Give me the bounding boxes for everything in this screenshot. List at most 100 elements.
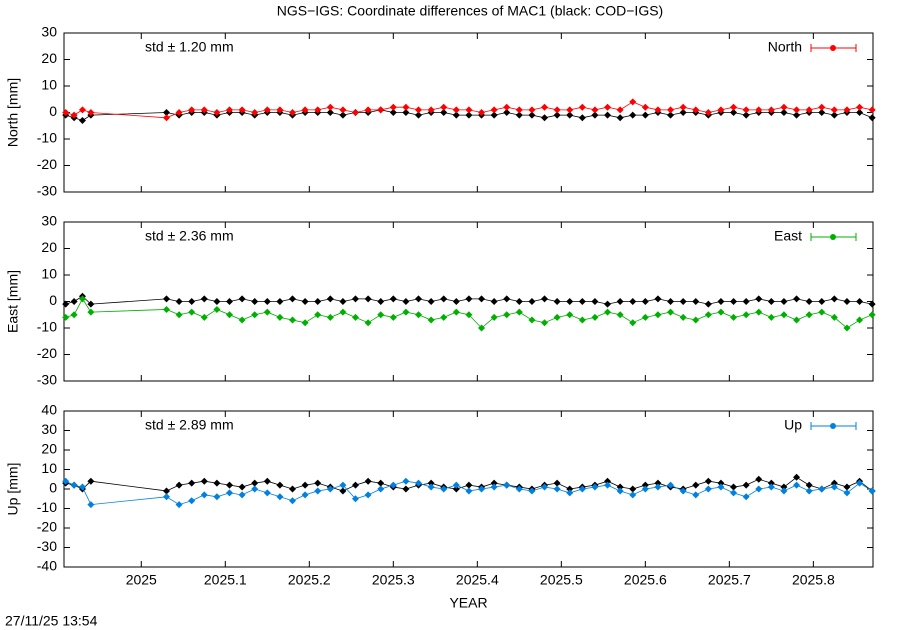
point — [188, 308, 196, 316]
y-tick-label: -20 — [37, 345, 57, 361]
point — [604, 308, 612, 316]
point — [427, 483, 435, 491]
point — [553, 106, 561, 114]
point — [200, 313, 208, 321]
point — [389, 481, 397, 489]
point — [162, 109, 170, 116]
y-tick-label: 30 — [41, 24, 57, 40]
point — [654, 295, 662, 303]
point — [200, 477, 208, 485]
y-tick-label: -20 — [37, 519, 57, 535]
point — [87, 109, 95, 116]
point — [188, 106, 196, 114]
point — [641, 103, 649, 111]
point — [263, 477, 271, 485]
point — [578, 298, 586, 305]
point — [515, 111, 523, 119]
y-tick-label: -10 — [37, 319, 57, 335]
y-tick-label: 0 — [49, 480, 57, 496]
point — [780, 298, 788, 305]
x-tick-label: 2025.1 — [204, 572, 247, 588]
point — [830, 479, 838, 487]
point — [717, 106, 725, 114]
point — [704, 477, 712, 485]
y-tick-label: -40 — [37, 558, 57, 574]
point — [767, 479, 775, 487]
point — [616, 483, 624, 491]
point — [767, 483, 775, 491]
point — [314, 487, 322, 495]
point — [528, 316, 536, 324]
point — [780, 103, 788, 111]
point — [503, 295, 511, 303]
point — [402, 485, 410, 493]
x-tick-label: 2025.5 — [540, 572, 583, 588]
point — [591, 106, 599, 114]
point — [629, 298, 637, 305]
point — [503, 109, 511, 116]
point — [604, 103, 612, 111]
point — [692, 316, 700, 324]
point — [490, 313, 498, 321]
point — [213, 493, 221, 501]
point — [78, 106, 86, 114]
point — [478, 295, 486, 303]
x-tick-label: 2025.3 — [372, 572, 415, 588]
point — [717, 298, 725, 305]
point — [251, 311, 259, 319]
std-annotation: std ± 2.89 mm — [145, 417, 234, 433]
point — [843, 106, 851, 114]
point — [856, 103, 864, 111]
point — [276, 481, 284, 489]
point — [730, 313, 738, 321]
point — [843, 298, 851, 305]
point — [389, 109, 397, 116]
point — [793, 111, 801, 119]
point — [314, 106, 322, 114]
point — [238, 483, 246, 491]
point — [427, 316, 435, 324]
y-tick-label: 30 — [41, 421, 57, 437]
point — [704, 485, 712, 493]
y-axis-label: North [mm] — [5, 78, 21, 147]
std-annotation: std ± 2.36 mm — [145, 228, 234, 244]
point — [704, 300, 712, 308]
point — [830, 295, 838, 303]
point — [616, 311, 624, 319]
point — [528, 111, 536, 119]
point — [352, 495, 360, 503]
point — [667, 111, 675, 119]
point — [667, 308, 675, 316]
point — [70, 481, 78, 489]
chart-title: NGS−IGS: Coordinate differences of MAC1 … — [277, 3, 663, 19]
point — [767, 298, 775, 305]
point — [578, 485, 586, 493]
point — [641, 111, 649, 119]
point — [843, 324, 851, 332]
point — [641, 313, 649, 321]
x-tick-label: 2025.8 — [792, 572, 835, 588]
point — [62, 313, 70, 321]
point — [452, 481, 460, 489]
point — [377, 311, 385, 319]
point — [339, 111, 347, 119]
point — [289, 316, 297, 324]
point — [528, 487, 536, 495]
point — [679, 103, 687, 111]
point — [490, 298, 498, 305]
point — [742, 481, 750, 489]
point — [490, 483, 498, 491]
point — [175, 298, 183, 305]
point — [301, 491, 309, 499]
point — [314, 311, 322, 319]
point — [465, 111, 473, 119]
point — [415, 111, 423, 119]
point — [452, 111, 460, 119]
point — [339, 487, 347, 495]
point — [87, 300, 95, 308]
point — [503, 311, 511, 319]
point — [326, 109, 334, 116]
point — [553, 485, 561, 493]
point — [843, 483, 851, 491]
